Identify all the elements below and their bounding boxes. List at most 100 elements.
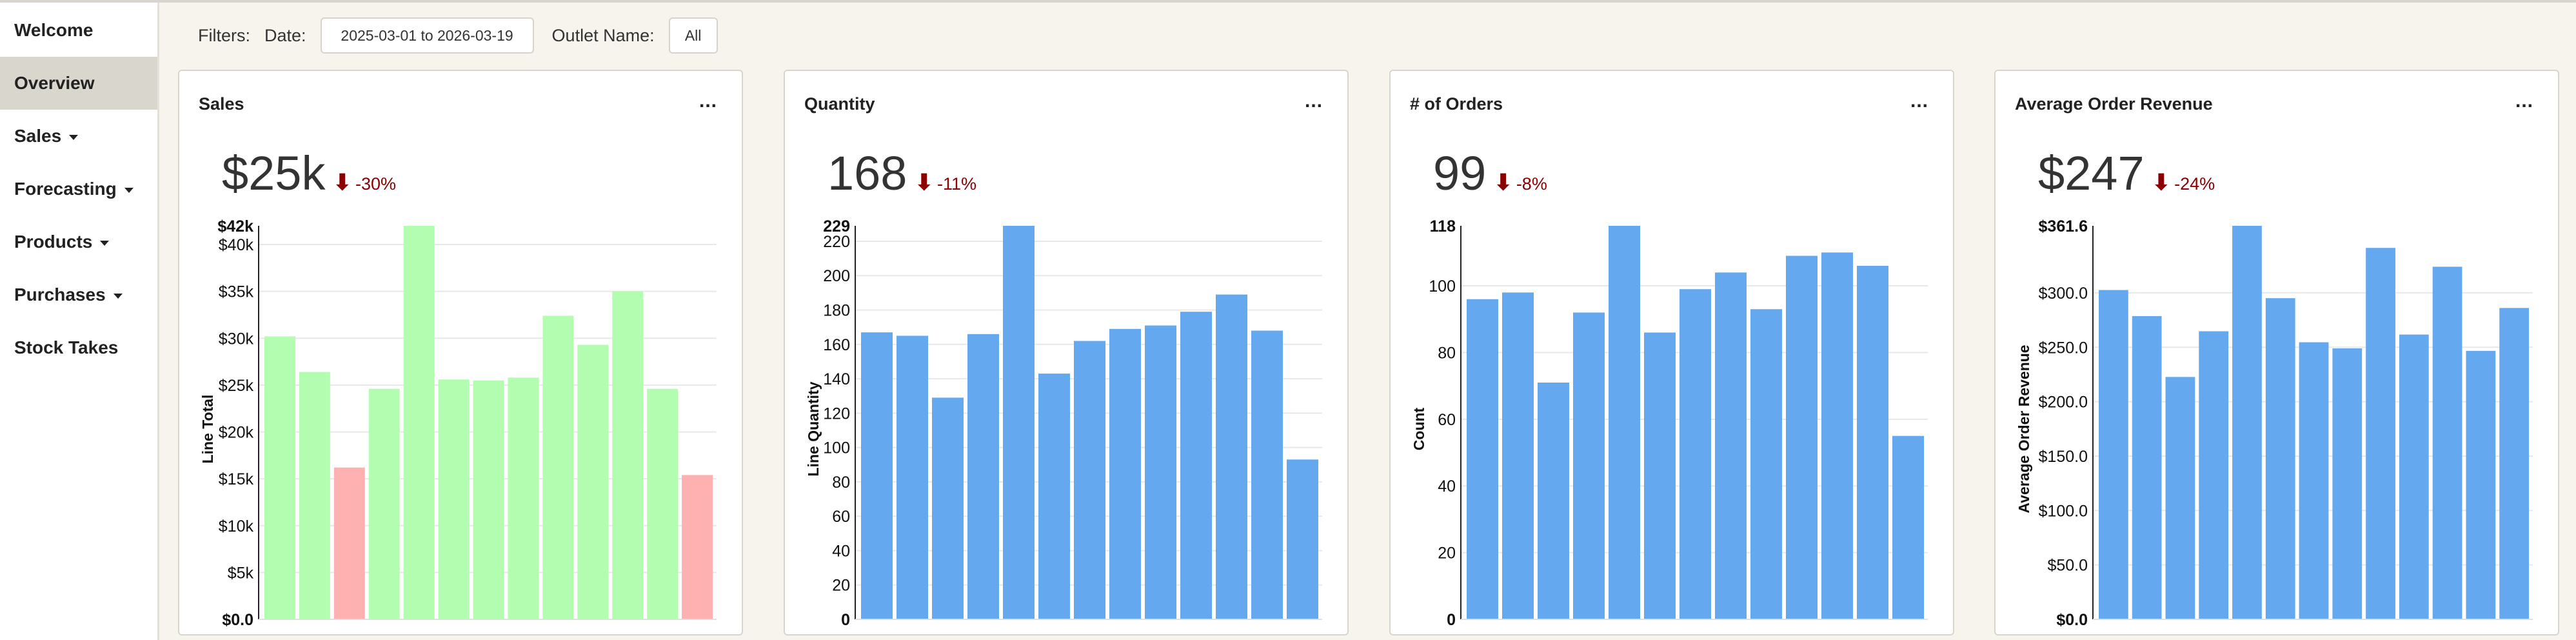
bar[interactable] bbox=[682, 475, 713, 619]
bar[interactable] bbox=[1180, 312, 1212, 619]
y-tick-label: $300.0 bbox=[2039, 285, 2088, 303]
y-tick-label: 140 bbox=[823, 370, 850, 388]
bar[interactable] bbox=[647, 388, 679, 619]
bar[interactable] bbox=[1857, 266, 1888, 619]
sidebar-item-label: Purchases bbox=[14, 285, 106, 305]
bar[interactable] bbox=[1750, 309, 1782, 619]
bar[interactable] bbox=[1216, 294, 1247, 619]
bar[interactable] bbox=[1786, 255, 1818, 620]
bar[interactable] bbox=[861, 332, 893, 619]
bar[interactable] bbox=[438, 379, 470, 619]
outlet-name-select[interactable]: All bbox=[668, 17, 718, 54]
bar[interactable] bbox=[2466, 350, 2496, 619]
bar[interactable] bbox=[2366, 248, 2395, 620]
bar[interactable] bbox=[2499, 308, 2529, 619]
bar[interactable] bbox=[299, 372, 330, 619]
bar[interactable] bbox=[473, 380, 504, 619]
sidebar-item-label: Overview bbox=[14, 73, 95, 93]
more-options-icon[interactable]: ... bbox=[1304, 90, 1323, 112]
bar[interactable] bbox=[2099, 290, 2128, 619]
sidebar-item-label: Stock Takes bbox=[14, 337, 119, 357]
bar[interactable] bbox=[2432, 266, 2462, 619]
bar[interactable] bbox=[1074, 341, 1105, 619]
bar[interactable] bbox=[1467, 299, 1498, 619]
caret-down-icon bbox=[69, 135, 79, 140]
y-axis-label: Average Order Revenue bbox=[2016, 345, 2032, 513]
bar[interactable] bbox=[1679, 289, 1711, 619]
bar[interactable] bbox=[1502, 292, 1534, 619]
bar[interactable] bbox=[2165, 377, 2195, 619]
y-tick-label: 180 bbox=[823, 302, 850, 320]
sidebar-item-forecasting[interactable]: Forecasting bbox=[0, 163, 157, 215]
arrow-down-icon: ⬇ bbox=[333, 170, 352, 195]
y-tick-label: 100 bbox=[823, 439, 850, 457]
bar[interactable] bbox=[1715, 272, 1747, 619]
sidebar-item-stock-takes[interactable]: Stock Takes bbox=[0, 321, 157, 374]
more-options-icon[interactable]: ... bbox=[698, 90, 717, 112]
bar[interactable] bbox=[2132, 316, 2162, 619]
bar[interactable] bbox=[1573, 312, 1605, 619]
bar[interactable] bbox=[1109, 328, 1141, 619]
bar[interactable] bbox=[508, 377, 539, 619]
y-tick-label: $30k bbox=[219, 330, 254, 348]
sidebar-item-products[interactable]: Products bbox=[0, 215, 157, 268]
bar[interactable] bbox=[932, 397, 964, 619]
bar[interactable] bbox=[2399, 334, 2429, 619]
sidebar-item-purchases[interactable]: Purchases bbox=[0, 268, 157, 321]
sales-card: Sales ... $25k ⬇ -30% $0.0 $5k $10k $15k $20… bbox=[178, 70, 743, 635]
bar[interactable] bbox=[1287, 459, 1318, 619]
more-options-icon[interactable]: ... bbox=[2515, 90, 2533, 112]
arrow-down-icon: ⬇ bbox=[2152, 170, 2171, 195]
bar[interactable] bbox=[1538, 382, 1569, 619]
sidebar-item-label: Welcome bbox=[14, 20, 94, 40]
y-tick-label: 80 bbox=[832, 474, 850, 492]
y-tick-label: $15k bbox=[219, 470, 254, 488]
sidebar-item-label: Sales bbox=[14, 126, 62, 146]
bar[interactable] bbox=[1145, 325, 1176, 619]
bar[interactable] bbox=[1644, 332, 1676, 619]
sidebar-item-overview[interactable]: Overview bbox=[0, 57, 157, 110]
bar[interactable] bbox=[1003, 226, 1035, 619]
y-tick-label: $20k bbox=[219, 424, 254, 442]
bar[interactable] bbox=[2299, 342, 2329, 619]
kpi-value: 168 bbox=[827, 146, 907, 200]
caret-down-icon bbox=[113, 294, 123, 299]
bar[interactable] bbox=[1251, 330, 1283, 619]
bar[interactable] bbox=[333, 467, 365, 619]
bar[interactable] bbox=[1038, 374, 1070, 619]
bar[interactable] bbox=[2199, 331, 2229, 619]
bar[interactable] bbox=[368, 388, 400, 619]
arrow-down-icon: ⬇ bbox=[1494, 170, 1512, 195]
bar[interactable] bbox=[403, 226, 435, 619]
bar[interactable] bbox=[577, 345, 609, 619]
sidebar-item-welcome[interactable]: Welcome bbox=[0, 4, 157, 57]
bar[interactable] bbox=[612, 291, 644, 619]
date-range-input[interactable]: 2025-03-01 to 2026-03-19 bbox=[320, 17, 534, 54]
orders-card: # of Orders ... 99 ⬇ -8% 0 20 40 60 80 100 118… bbox=[1389, 70, 1954, 635]
bar[interactable] bbox=[542, 315, 574, 619]
bar[interactable] bbox=[2332, 348, 2363, 619]
bar[interactable] bbox=[1892, 435, 1924, 619]
bar[interactable] bbox=[2265, 298, 2295, 619]
bar[interactable] bbox=[897, 335, 928, 619]
bar[interactable] bbox=[264, 336, 295, 619]
card-title: # of Orders bbox=[1410, 94, 1503, 114]
kpi: $25k ⬇ -30% bbox=[222, 146, 396, 201]
bar[interactable] bbox=[967, 334, 999, 619]
y-tick-label: $40k bbox=[219, 236, 254, 254]
y-tick-label: 80 bbox=[1438, 344, 1456, 362]
bar[interactable] bbox=[1821, 252, 1853, 619]
y-axis-label: Count bbox=[1411, 407, 1427, 450]
more-options-icon[interactable]: ... bbox=[1910, 90, 1928, 112]
kpi-value: 99 bbox=[1433, 146, 1487, 200]
caret-down-icon bbox=[100, 241, 110, 246]
bar[interactable] bbox=[2232, 226, 2262, 619]
bar[interactable] bbox=[1609, 226, 1640, 619]
kpi-delta: -8% bbox=[1516, 174, 1547, 194]
y-max-label: 229 bbox=[823, 217, 850, 235]
y-tick-label: 120 bbox=[823, 405, 850, 423]
caret-down-icon bbox=[124, 188, 134, 193]
sidebar-item-sales[interactable]: Sales bbox=[0, 110, 157, 163]
y-tick-label: $200.0 bbox=[2039, 394, 2088, 412]
